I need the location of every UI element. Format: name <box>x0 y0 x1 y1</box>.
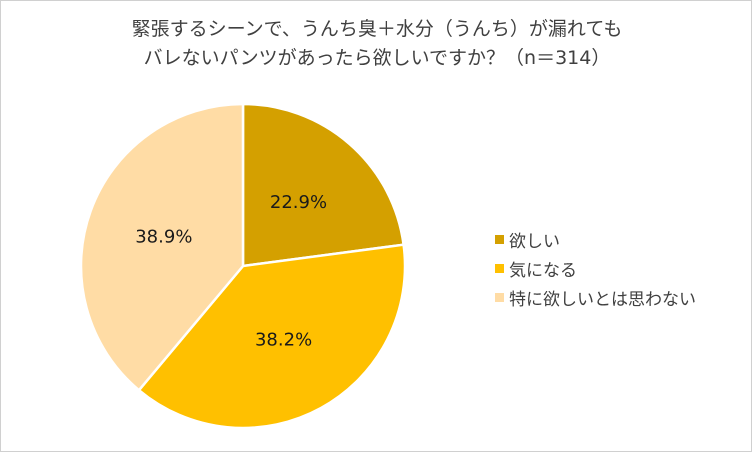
pie-label-not-want: 38.9% <box>135 227 192 248</box>
legend-label-not-want: 特に欲しいとは思わない <box>509 290 696 310</box>
pie-slice-not-want <box>79 102 245 392</box>
pie-label-want: 22.9% <box>270 192 327 213</box>
legend-item-not-want: 特に欲しいとは思わない <box>495 283 696 312</box>
legend-label-curious: 気になる <box>509 261 577 281</box>
legend-swatch-want <box>495 235 504 244</box>
legend-item-curious: 気になる <box>495 254 696 283</box>
pie-slice-curious <box>137 243 407 430</box>
legend: 欲しい 気になる 特に欲しいとは思わない <box>495 225 696 312</box>
pie-label-curious: 38.2% <box>255 329 312 350</box>
chart-title-line-1: 緊張するシーンで、うんち臭＋水分（うんち）が漏れても <box>131 18 623 40</box>
chart-title-line-2: バレないパンツがあったら欲しいですか？（n＝314） <box>143 47 611 69</box>
legend-swatch-not-want <box>495 293 504 302</box>
legend-swatch-curious <box>495 264 504 273</box>
chart-title: 緊張するシーンで、うんち臭＋水分（うんち）が漏れても バレないパンツがあったら欲… <box>1 15 752 73</box>
legend-label-want: 欲しい <box>509 232 560 252</box>
legend-item-want: 欲しい <box>495 225 696 254</box>
pie-slice-want <box>241 102 405 268</box>
